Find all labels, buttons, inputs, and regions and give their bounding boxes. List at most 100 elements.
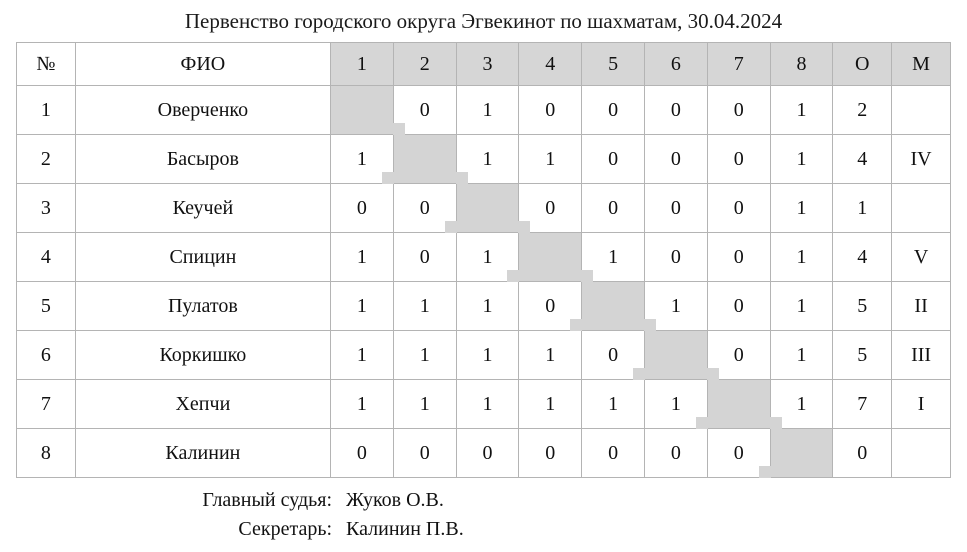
row-number: 1 bbox=[16, 85, 76, 135]
row-number: 2 bbox=[16, 134, 76, 184]
header-row: № ФИО 1 2 3 4 5 6 7 8 О М bbox=[16, 42, 951, 86]
result-cell: 1 bbox=[455, 232, 520, 283]
header-opponent-1: 1 bbox=[330, 42, 394, 86]
result-cell: 1 bbox=[769, 183, 834, 233]
row-number: 3 bbox=[16, 183, 76, 233]
result-cell: 0 bbox=[392, 85, 457, 136]
table-row: 5 Пулатов 1 1 1 0 1 0 1 5 II bbox=[16, 281, 951, 332]
diagonal-cell bbox=[518, 232, 583, 282]
result-cell: 1 bbox=[455, 85, 520, 135]
result-cell: 0 bbox=[706, 85, 771, 135]
result-cell: 0 bbox=[706, 183, 771, 233]
table-row: 2 Басыров 1 1 1 0 0 0 1 4 IV bbox=[16, 134, 951, 185]
row-number: 6 bbox=[16, 330, 76, 380]
diagonal-cell bbox=[392, 134, 457, 184]
row-number: 8 bbox=[16, 428, 76, 478]
result-cell: 0 bbox=[706, 428, 771, 479]
result-cell: 0 bbox=[392, 428, 457, 478]
header-opponent-4: 4 bbox=[518, 42, 583, 86]
player-name: Басыров bbox=[74, 134, 332, 184]
points-cell: 4 bbox=[832, 134, 893, 184]
diagonal-cell bbox=[581, 281, 645, 331]
result-cell: 1 bbox=[330, 330, 394, 380]
place-cell bbox=[891, 183, 951, 233]
crosstable: № ФИО 1 2 3 4 5 6 7 8 О М 1 Оверченко 0 1 0 0… bbox=[16, 42, 951, 479]
player-name: Коркишко bbox=[74, 330, 332, 380]
result-cell: 1 bbox=[581, 379, 645, 429]
result-cell: 1 bbox=[330, 379, 394, 429]
result-cell: 0 bbox=[706, 281, 771, 331]
header-points: О bbox=[832, 42, 893, 86]
result-cell: 1 bbox=[644, 281, 708, 332]
result-cell: 0 bbox=[330, 183, 394, 233]
player-name: Хепчи bbox=[74, 379, 332, 429]
table-row: 3 Кеучей 0 0 0 0 0 0 1 1 bbox=[16, 183, 951, 234]
points-cell: 5 bbox=[832, 281, 893, 331]
result-cell: 1 bbox=[330, 134, 395, 185]
result-cell: 1 bbox=[392, 330, 457, 380]
result-cell: 1 bbox=[769, 232, 834, 282]
place-cell: III bbox=[891, 330, 951, 380]
place-cell bbox=[891, 85, 951, 135]
result-cell: 1 bbox=[769, 379, 834, 430]
page-title: Первенство городского округа Эгвекинот п… bbox=[184, 9, 783, 33]
result-cell: 1 bbox=[644, 379, 709, 430]
points-cell: 0 bbox=[832, 428, 893, 478]
header-opponent-2: 2 bbox=[392, 42, 457, 86]
place-cell bbox=[891, 428, 951, 478]
crosstable-header: № ФИО 1 2 3 4 5 6 7 8 О М bbox=[16, 42, 951, 86]
header-name: ФИО bbox=[74, 42, 332, 86]
result-cell: 0 bbox=[644, 85, 708, 135]
result-cell: 1 bbox=[392, 281, 457, 331]
result-cell: 1 bbox=[518, 379, 583, 429]
points-cell: 7 bbox=[832, 379, 893, 429]
result-cell: 0 bbox=[518, 281, 583, 332]
result-cell: 0 bbox=[518, 183, 583, 234]
result-cell: 0 bbox=[644, 183, 708, 233]
player-name: Калинин bbox=[74, 428, 332, 478]
chief-judge-row: Главный судья: Жуков О.В. bbox=[16, 486, 951, 515]
result-cell: 1 bbox=[518, 134, 583, 184]
table-row: 4 Спицин 1 0 1 1 0 0 1 4 V bbox=[16, 232, 951, 283]
diagonal-cell bbox=[769, 428, 834, 478]
result-cell: 1 bbox=[455, 379, 520, 429]
result-cell: 0 bbox=[706, 232, 771, 282]
result-cell: 0 bbox=[644, 428, 708, 478]
row-number: 7 bbox=[16, 379, 76, 429]
row-number: 4 bbox=[16, 232, 76, 282]
row-number: 5 bbox=[16, 281, 76, 331]
header-opponent-7: 7 bbox=[706, 42, 771, 86]
result-cell: 0 bbox=[644, 232, 708, 282]
header-opponent-8: 8 bbox=[769, 42, 834, 86]
result-cell: 1 bbox=[455, 330, 520, 380]
result-cell: 0 bbox=[518, 428, 583, 478]
crosstable-container: № ФИО 1 2 3 4 5 6 7 8 О М 1 Оверченко 0 1 0 0… bbox=[16, 42, 951, 479]
points-cell: 5 bbox=[832, 330, 893, 380]
result-cell: 0 bbox=[581, 428, 645, 478]
header-opponent-6: 6 bbox=[644, 42, 708, 86]
header-opponent-3: 3 bbox=[455, 42, 520, 86]
result-cell: 0 bbox=[518, 85, 583, 135]
secretary-label: Секретарь: bbox=[238, 518, 332, 540]
result-cell: 1 bbox=[581, 232, 645, 283]
result-cell: 1 bbox=[330, 232, 394, 282]
diagonal-cell bbox=[455, 183, 520, 233]
result-cell: 0 bbox=[392, 183, 457, 234]
result-cell: 1 bbox=[769, 330, 834, 380]
player-name: Пулатов bbox=[74, 281, 332, 331]
result-cell: 1 bbox=[455, 134, 520, 185]
secretary-row: Секретарь: Калинин П.В. bbox=[16, 515, 951, 544]
player-name: Спицин bbox=[74, 232, 332, 282]
points-cell: 4 bbox=[832, 232, 893, 282]
header-opponent-5: 5 bbox=[581, 42, 645, 86]
result-cell: 1 bbox=[392, 379, 457, 429]
result-cell: 0 bbox=[581, 85, 645, 135]
result-cell: 1 bbox=[769, 281, 834, 331]
points-cell: 2 bbox=[832, 85, 893, 135]
result-cell: 1 bbox=[769, 85, 834, 135]
result-cell: 0 bbox=[706, 134, 771, 184]
signatures-block: Главный судья: Жуков О.В. Секретарь: Кал… bbox=[16, 486, 951, 544]
place-cell: II bbox=[891, 281, 951, 331]
table-row: 8 Калинин 0 0 0 0 0 0 0 0 bbox=[16, 428, 951, 479]
diagonal-cell bbox=[706, 379, 771, 429]
